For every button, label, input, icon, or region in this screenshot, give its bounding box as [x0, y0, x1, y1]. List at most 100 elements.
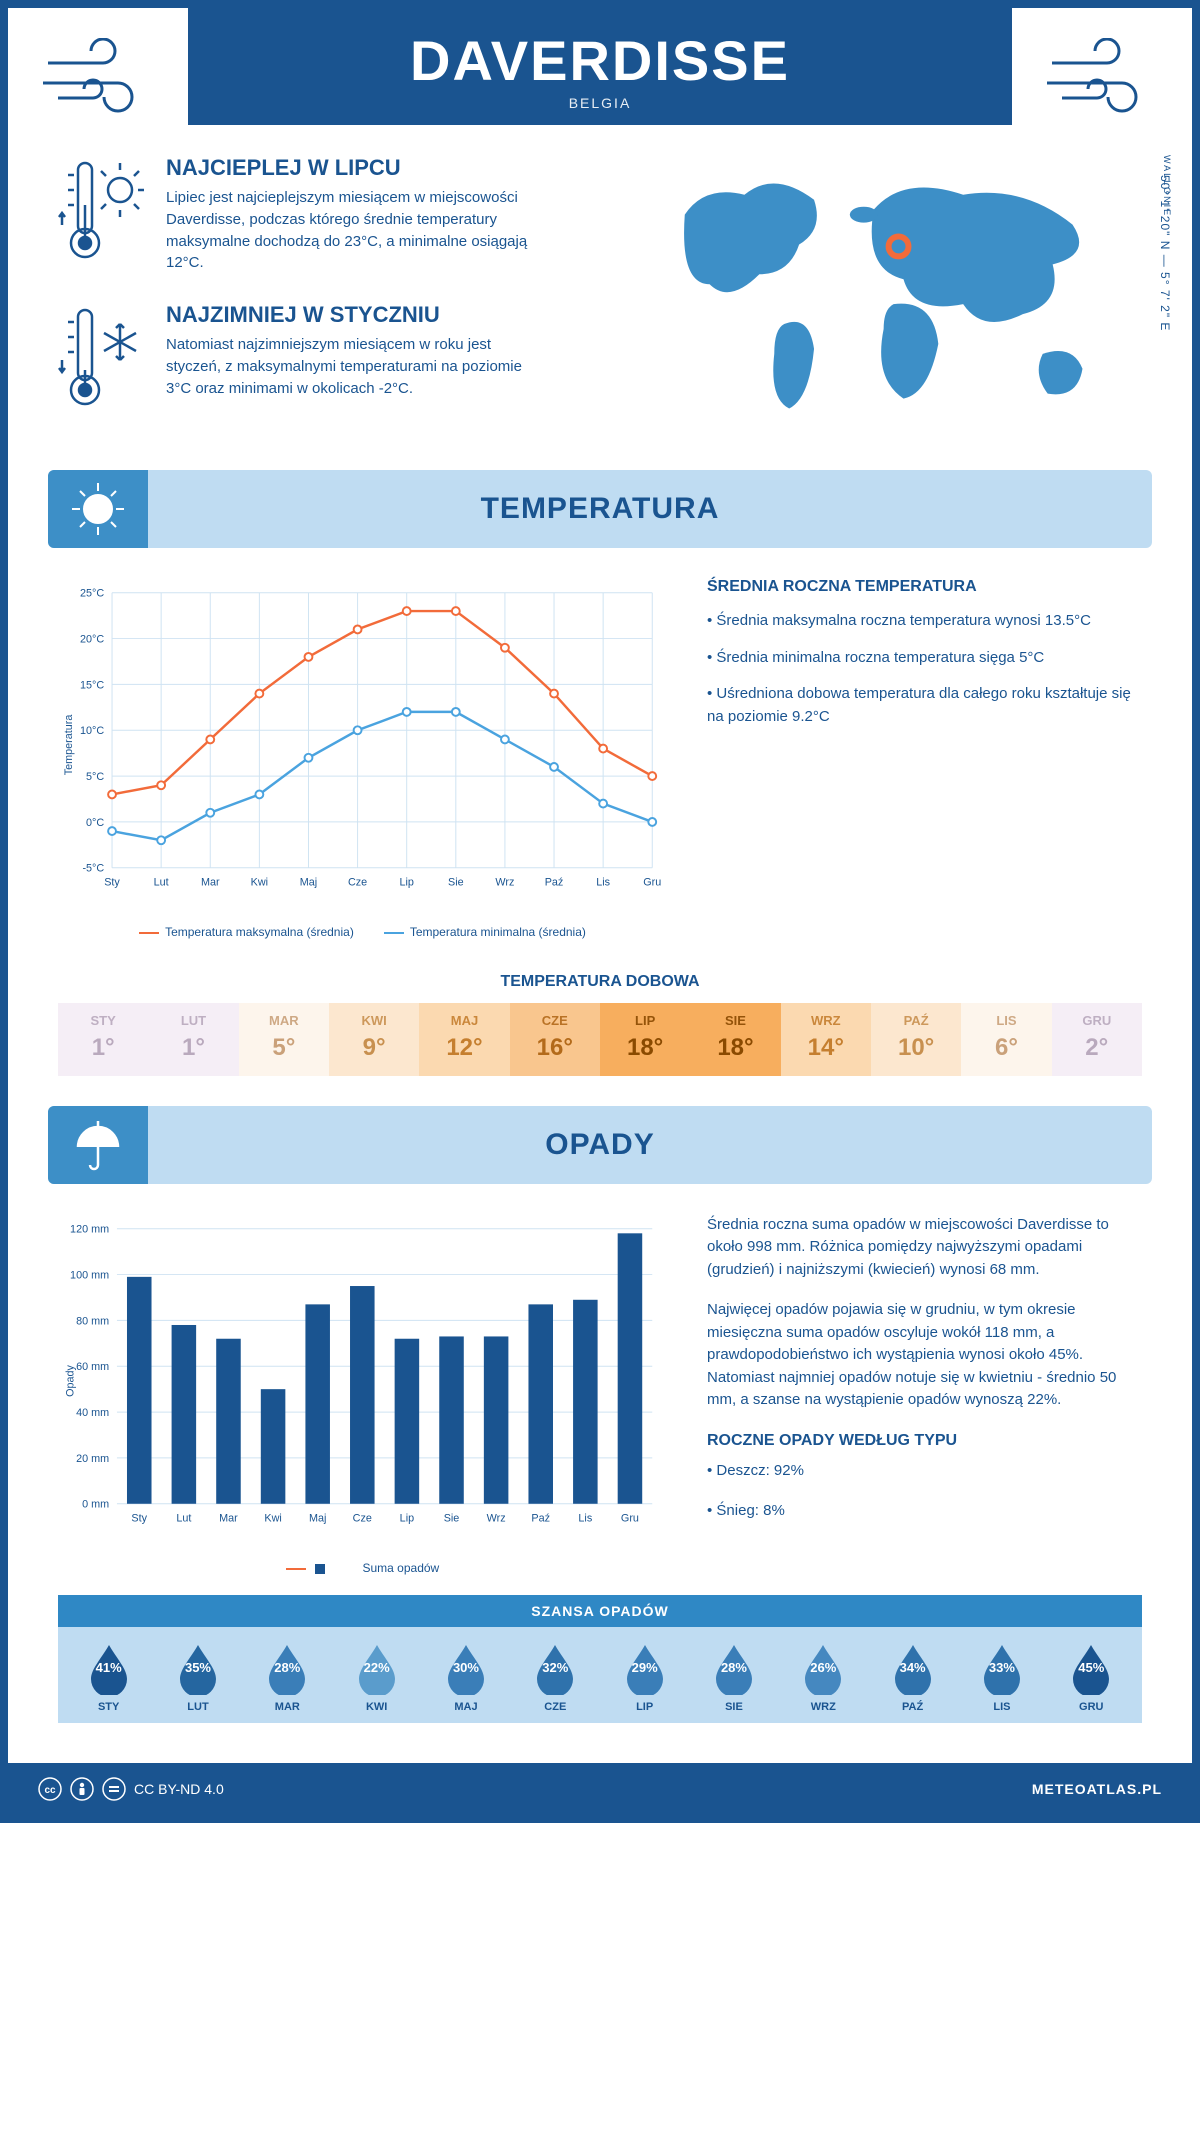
- header: DAVERDISSE BELGIA: [8, 8, 1192, 125]
- svg-text:Sie: Sie: [444, 1512, 460, 1524]
- svg-text:Kwi: Kwi: [264, 1512, 281, 1524]
- svg-text:Mar: Mar: [219, 1512, 238, 1524]
- daily-cell: LUT1°: [148, 1003, 238, 1076]
- license-text: CC BY-ND 4.0: [134, 1781, 224, 1797]
- svg-text:Temperatura: Temperatura: [63, 715, 75, 776]
- svg-text:Sty: Sty: [104, 876, 120, 888]
- section-precip-title: OPADY: [545, 1128, 654, 1161]
- legend-max: Temperatura maksymalna (średnia): [139, 925, 354, 939]
- daily-cell: LIS6°: [961, 1003, 1051, 1076]
- title-banner: DAVERDISSE BELGIA: [188, 8, 1012, 125]
- svg-text:60 mm: 60 mm: [76, 1361, 109, 1373]
- fact-cold-title: NAJZIMNIEJ W STYCZNIU: [166, 302, 546, 328]
- svg-text:Maj: Maj: [309, 1512, 326, 1524]
- chance-cell: 45%GRU: [1047, 1641, 1136, 1713]
- by-icon: [70, 1777, 94, 1801]
- svg-text:120 mm: 120 mm: [70, 1224, 109, 1236]
- avg-temp-text: ŚREDNIA ROCZNA TEMPERATURA • Średnia mak…: [707, 578, 1142, 939]
- precip-p2: Najwięcej opadów pojawia się w grudniu, …: [707, 1299, 1142, 1412]
- fact-hot-title: NAJCIEPLEJ W LIPCU: [166, 155, 546, 181]
- daily-temp-row: STY1°LUT1°MAR5°KWI9°MAJ12°CZE16°LIP18°SI…: [58, 1003, 1142, 1076]
- sun-icon: [48, 470, 148, 548]
- daily-cell: WRZ14°: [781, 1003, 871, 1076]
- chance-cell: 41%STY: [64, 1641, 153, 1713]
- footer: cc CC BY-ND 4.0 METEOATLAS.PL: [8, 1763, 1192, 1815]
- nd-icon: [102, 1777, 126, 1801]
- svg-text:Lut: Lut: [154, 876, 169, 888]
- world-map: WALLONIE 50° 1' 20" N — 5° 7' 2" E: [645, 155, 1142, 440]
- legend-precip: Suma opadów: [286, 1561, 439, 1575]
- svg-text:Lis: Lis: [578, 1512, 592, 1524]
- chance-cell: 33%LIS: [957, 1641, 1046, 1713]
- fact-coldest: NAJZIMNIEJ W STYCZNIU Natomiast najzimni…: [58, 302, 605, 412]
- avg-temp-b3: • Uśredniona dobowa temperatura dla całe…: [707, 683, 1142, 728]
- svg-text:Mar: Mar: [201, 876, 220, 888]
- legend-min: Temperatura minimalna (średnia): [384, 925, 586, 939]
- svg-text:Opady: Opady: [65, 1364, 77, 1396]
- daily-cell: PAŹ10°: [871, 1003, 961, 1076]
- site-name: METEOATLAS.PL: [1032, 1781, 1162, 1797]
- svg-text:Sie: Sie: [448, 876, 464, 888]
- daily-cell: CZE16°: [510, 1003, 600, 1076]
- intro-section: NAJCIEPLEJ W LIPCU Lipiec jest najcieple…: [8, 125, 1192, 460]
- precip-type-rain: • Deszcz: 92%: [707, 1460, 1142, 1483]
- chance-cell: 28%SIE: [689, 1641, 778, 1713]
- thermometer-snow-icon: [58, 302, 148, 412]
- svg-text:Lis: Lis: [596, 876, 610, 888]
- chance-cell: 28%MAR: [243, 1641, 332, 1713]
- svg-text:cc: cc: [44, 1785, 56, 1796]
- fact-hottest: NAJCIEPLEJ W LIPCU Lipiec jest najcieple…: [58, 155, 605, 274]
- daily-cell: MAJ12°: [419, 1003, 509, 1076]
- svg-text:Maj: Maj: [300, 876, 317, 888]
- chance-cell: 22%KWI: [332, 1641, 421, 1713]
- wind-icon: [38, 38, 158, 118]
- svg-text:Gru: Gru: [621, 1512, 639, 1524]
- svg-text:-5°C: -5°C: [82, 863, 104, 875]
- svg-text:40 mm: 40 mm: [76, 1407, 109, 1419]
- svg-text:Gru: Gru: [643, 876, 661, 888]
- daily-cell: LIP18°: [600, 1003, 690, 1076]
- chance-cell: 29%LIP: [600, 1641, 689, 1713]
- avg-temp-title: ŚREDNIA ROCZNA TEMPERATURA: [707, 578, 1142, 596]
- fact-cold-text: Natomiast najzimniejszym miesiącem w rok…: [166, 334, 546, 399]
- umbrella-icon: [48, 1106, 148, 1184]
- section-precip-header: OPADY: [48, 1106, 1152, 1184]
- svg-text:Lut: Lut: [176, 1512, 191, 1524]
- precip-type-title: ROCZNE OPADY WEDŁUG TYPU: [707, 1432, 1142, 1450]
- svg-text:Wrz: Wrz: [495, 876, 514, 888]
- daily-temp-title: TEMPERATURA DOBOWA: [8, 973, 1192, 991]
- coordinates: 50° 1' 20" N — 5° 7' 2" E: [1158, 175, 1172, 331]
- cc-icon: cc: [38, 1777, 62, 1801]
- avg-temp-b2: • Średnia minimalna roczna temperatura s…: [707, 647, 1142, 670]
- svg-text:5°C: 5°C: [86, 771, 104, 783]
- svg-text:Sty: Sty: [131, 1512, 147, 1524]
- precip-p1: Średnia roczna suma opadów w miejscowośc…: [707, 1214, 1142, 1282]
- svg-text:Kwi: Kwi: [251, 876, 268, 888]
- fact-hot-text: Lipiec jest najcieplejszym miesiącem w m…: [166, 187, 546, 274]
- chance-cell: 30%MAJ: [421, 1641, 510, 1713]
- country-name: BELGIA: [188, 95, 1012, 111]
- avg-temp-b1: • Średnia maksymalna roczna temperatura …: [707, 610, 1142, 633]
- daily-cell: STY1°: [58, 1003, 148, 1076]
- svg-text:10°C: 10°C: [80, 725, 104, 737]
- city-name: DAVERDISSE: [188, 28, 1012, 93]
- chance-cell: 32%CZE: [511, 1641, 600, 1713]
- daily-cell: KWI9°: [329, 1003, 419, 1076]
- temperature-line-chart: -5°C0°C5°C10°C15°C20°C25°CStyLutMarKwiMa…: [58, 578, 667, 939]
- svg-text:100 mm: 100 mm: [70, 1269, 109, 1281]
- precip-type-snow: • Śnieg: 8%: [707, 1500, 1142, 1523]
- svg-text:25°C: 25°C: [80, 588, 104, 600]
- svg-text:Cze: Cze: [353, 1512, 372, 1524]
- svg-text:80 mm: 80 mm: [76, 1315, 109, 1327]
- chance-cell: 34%PAŹ: [868, 1641, 957, 1713]
- chance-cell: 35%LUT: [153, 1641, 242, 1713]
- section-temperature-header: TEMPERATURA: [48, 470, 1152, 548]
- svg-text:Cze: Cze: [348, 876, 367, 888]
- chance-row: 41%STY35%LUT28%MAR22%KWI30%MAJ32%CZE29%L…: [58, 1627, 1142, 1723]
- daily-cell: MAR5°: [239, 1003, 329, 1076]
- wind-icon: [1042, 38, 1162, 118]
- chance-cell: 26%WRZ: [779, 1641, 868, 1713]
- svg-text:20°C: 20°C: [80, 633, 104, 645]
- section-temperature-title: TEMPERATURA: [481, 492, 720, 525]
- daily-cell: SIE18°: [690, 1003, 780, 1076]
